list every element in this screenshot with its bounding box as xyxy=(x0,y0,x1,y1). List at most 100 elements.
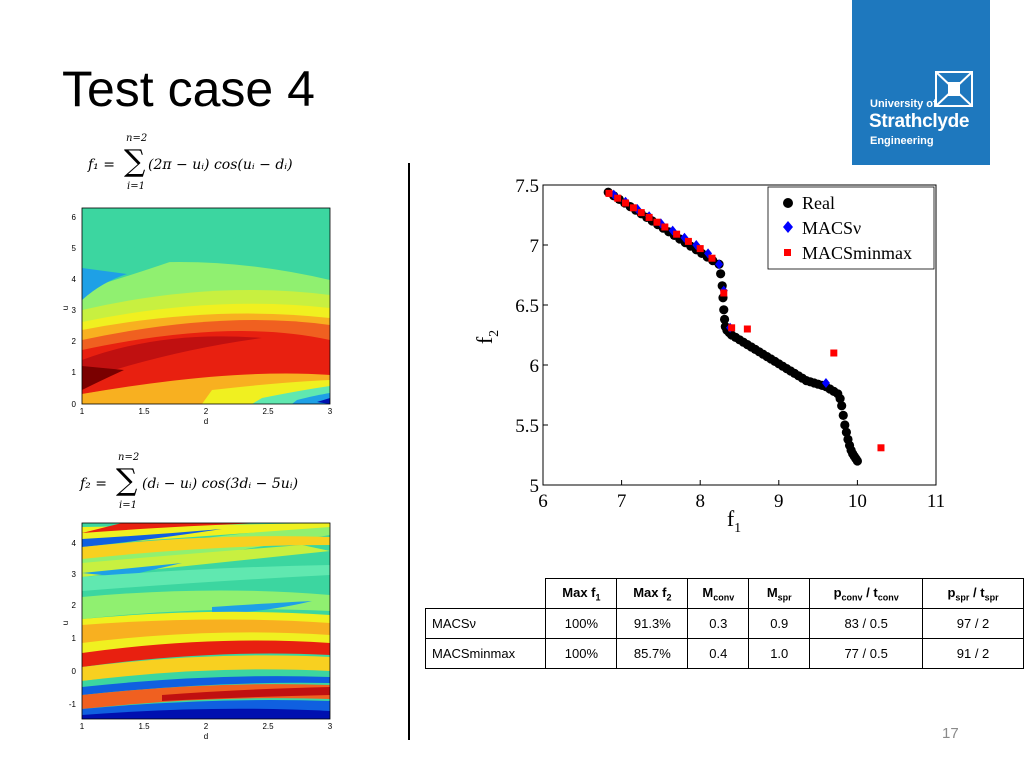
point-diamond-series-1 xyxy=(821,378,830,388)
point-square-series-2 xyxy=(661,223,669,231)
pareto-front-chart: 6 7 8 9 10 11 5 5.5 6 6.5 7 7.5 f1 f2 Real MACSν M… xyxy=(472,176,945,536)
c1-ytick-1: 1 xyxy=(72,368,77,377)
point-circle-series-0 xyxy=(835,394,845,404)
table-cell: 91.3% xyxy=(616,608,689,639)
point-circle-series-0 xyxy=(841,427,851,437)
table-cell: 100% xyxy=(545,638,618,669)
point-square-series-2 xyxy=(830,349,838,357)
c2-ytick-5: 4 xyxy=(72,539,77,548)
c1-ytick-5: 5 xyxy=(72,244,77,253)
table-cell: 91 / 2 xyxy=(922,638,1024,669)
c1-xtick-2: 2 xyxy=(204,407,209,416)
c2-ytick-4: 3 xyxy=(72,570,77,579)
table-row: MACSminmax 100% 85.7% 0.4 1.0 77 / 0.5 9… xyxy=(424,638,1024,669)
c1-ylabel: u xyxy=(62,306,70,310)
formula-f2-body: (dᵢ − uᵢ) cos(3dᵢ − 5uᵢ) xyxy=(142,476,299,492)
point-square-series-2 xyxy=(743,325,751,333)
x-tick-label: 6 xyxy=(538,491,548,512)
y-tick-label: 6 xyxy=(530,356,540,377)
point-circle-series-0 xyxy=(838,410,848,420)
table-header-row: Max f1 Max f2 Mconv Mspr pconv / tconv p… xyxy=(425,578,1024,609)
point-square-series-2 xyxy=(720,289,728,297)
header-max-f1: Max f1 xyxy=(545,578,618,609)
point-square-series-2 xyxy=(645,213,653,221)
point-circle-series-0 xyxy=(840,420,850,430)
c2-xlabel: d xyxy=(204,732,208,741)
contour-plot-f1: 0 1 2 3 4 5 6 1 1.5 2 2.5 3 d u xyxy=(62,207,333,426)
table-cell: 0.3 xyxy=(687,608,750,639)
c1-xtick-3: 2.5 xyxy=(262,407,274,416)
point-square-series-2 xyxy=(629,204,637,212)
point-square-series-2 xyxy=(622,199,630,207)
chart-legend: Real MACSν MACSminmax xyxy=(767,186,935,270)
formula-f1-upper: n=2 xyxy=(126,133,148,144)
formula-f1-sigma: ∑ xyxy=(124,144,146,179)
university-logo: University of Strathclyde Engineering xyxy=(852,0,990,165)
point-square-series-2 xyxy=(728,324,736,332)
legend-real-label: Real xyxy=(802,193,835,213)
c2-ylabel: u xyxy=(62,621,70,625)
c2-ytick-0: -1 xyxy=(69,700,77,709)
legend-macsminmax-marker xyxy=(784,249,791,256)
header-m-spr: Mspr xyxy=(748,578,811,609)
point-diamond-series-1 xyxy=(715,259,724,270)
x-axis-label: f1 xyxy=(727,506,741,536)
point-circle-series-0 xyxy=(716,269,726,279)
formula-f2-sigma: ∑ xyxy=(116,463,138,498)
point-square-series-2 xyxy=(708,254,716,262)
y-tick-label: 7.5 xyxy=(515,176,539,197)
c1-xtick-1: 1.5 xyxy=(138,407,150,416)
x-tick-label: 9 xyxy=(774,491,784,512)
table-cell: 97 / 2 xyxy=(922,608,1024,639)
header-max-f2: Max f2 xyxy=(616,578,689,609)
formula-f2-lhs: f₂ = xyxy=(80,476,107,492)
c2-ytick-2: 1 xyxy=(72,634,77,643)
point-square-series-2 xyxy=(877,444,885,452)
c1-ytick-0: 0 xyxy=(72,400,77,409)
vertical-divider xyxy=(408,163,410,740)
slide-title: Test case 4 xyxy=(62,61,315,117)
formula-f2-lower: i=1 xyxy=(119,500,137,511)
point-diamond-series-1 xyxy=(668,225,677,236)
header-p-conv-t-conv: pconv / tconv xyxy=(809,578,924,609)
point-square-series-2 xyxy=(637,209,645,217)
results-table: Max f1 Max f2 Mconv Mspr pconv / tconv p… xyxy=(424,578,1024,669)
table-cell: 77 / 0.5 xyxy=(809,638,924,669)
logo-line-1: University of xyxy=(870,98,937,110)
table-cell: 85.7% xyxy=(616,638,689,669)
formula-f2-upper: n=2 xyxy=(118,452,140,463)
point-square-series-2 xyxy=(653,218,661,226)
formula-f1: f₁ = n=2 ∑ i=1 (2π − uᵢ) cos(uᵢ − dᵢ) xyxy=(88,133,328,193)
legend-real-marker xyxy=(783,198,793,208)
c1-ytick-3: 3 xyxy=(72,306,77,315)
table-cell: MACSν xyxy=(424,608,547,639)
contour-plot-f2: -1 0 1 2 3 4 1 1.5 2 2.5 3 d u xyxy=(62,522,333,741)
c1-xtick-4: 3 xyxy=(328,407,333,416)
c2-xtick-2: 2 xyxy=(204,722,209,731)
c2-xtick-0: 1 xyxy=(80,722,85,731)
header-m-conv: Mconv xyxy=(687,578,750,609)
table-cell: 1.0 xyxy=(748,638,811,669)
table-cell: 83 / 0.5 xyxy=(809,608,924,639)
legend-macsv-marker xyxy=(783,221,793,233)
c2-xtick-3: 2.5 xyxy=(262,722,274,731)
formula-f1-body: (2π − uᵢ) cos(uᵢ − dᵢ) xyxy=(148,157,293,173)
c1-xtick-0: 1 xyxy=(80,407,85,416)
c2-ytick-1: 0 xyxy=(72,667,77,676)
c1-ytick-6: 6 xyxy=(72,213,77,222)
logo-line-2: Strathclyde xyxy=(869,111,970,132)
y-axis-label: f2 xyxy=(472,330,502,344)
table-cell: 0.9 xyxy=(748,608,811,639)
crest-icon xyxy=(935,71,973,107)
table-header-empty xyxy=(425,578,547,609)
table-cell: MACSminmax xyxy=(424,638,547,669)
table-cell: 0.4 xyxy=(687,638,750,669)
c2-xtick-1: 1.5 xyxy=(138,722,150,731)
point-circle-series-0 xyxy=(852,456,862,466)
table-cell: 100% xyxy=(545,608,618,639)
legend-macsv-label: MACSν xyxy=(802,218,861,238)
point-circle-series-0 xyxy=(837,401,847,411)
point-square-series-2 xyxy=(684,237,692,245)
y-tick-label: 7 xyxy=(530,236,540,257)
point-square-series-2 xyxy=(673,230,681,238)
